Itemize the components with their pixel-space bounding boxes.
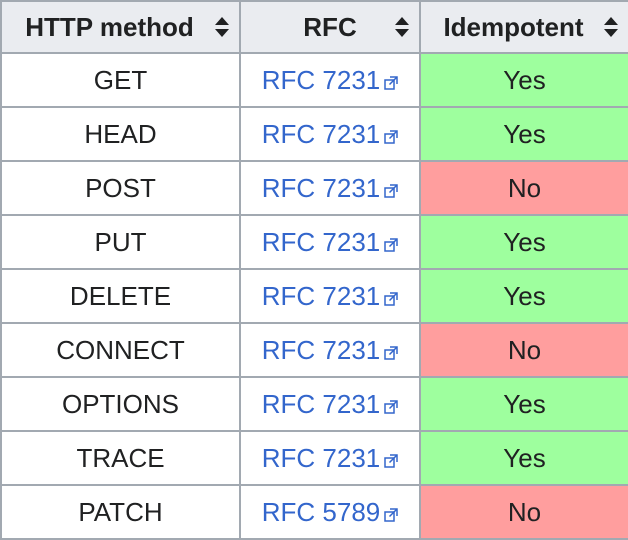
rfc-link-label: RFC 7231: [261, 118, 381, 149]
column-header-label: HTTP method: [25, 11, 194, 42]
rfc-cell: RFC 7231: [239, 106, 421, 162]
http-method-cell: HEAD: [0, 106, 241, 162]
http-method-cell: POST: [0, 160, 241, 216]
sort-icon[interactable]: [604, 17, 618, 37]
column-header-idempotent[interactable]: Idempotent: [419, 0, 628, 54]
external-link-icon: [384, 453, 398, 468]
rfc-cell: RFC 7231: [239, 376, 421, 432]
table-row: POST RFC 7231 No: [0, 160, 628, 216]
http-method-cell: TRACE: [0, 430, 241, 486]
external-link-icon: [384, 345, 398, 360]
rfc-link[interactable]: RFC 7231: [262, 443, 399, 473]
idempotent-cell: Yes: [419, 106, 628, 162]
table-row: OPTIONS RFC 7231 Yes: [0, 376, 628, 432]
idempotent-cell: Yes: [419, 430, 628, 486]
rfc-link-label: RFC 7231: [261, 334, 381, 365]
http-method-cell: CONNECT: [0, 322, 241, 378]
external-link-icon: [384, 399, 398, 414]
table-row: PUT RFC 7231 Yes: [0, 214, 628, 270]
idempotent-cell: Yes: [419, 52, 628, 108]
idempotent-cell: Yes: [419, 214, 628, 270]
rfc-link[interactable]: RFC 5789: [262, 497, 399, 527]
rfc-link-label: RFC 7231: [261, 388, 381, 419]
idempotent-cell: No: [419, 160, 628, 216]
rfc-link[interactable]: RFC 7231: [262, 335, 399, 365]
rfc-link[interactable]: RFC 7231: [262, 281, 399, 311]
idempotent-cell: No: [419, 322, 628, 378]
table-row: CONNECT RFC 7231 No: [0, 322, 628, 378]
table-row: TRACE RFC 7231 Yes: [0, 430, 628, 486]
external-link-icon: [384, 237, 398, 252]
external-link-icon: [384, 291, 398, 306]
rfc-link-label: RFC 7231: [261, 226, 381, 257]
column-header-http-method[interactable]: HTTP method: [0, 0, 241, 54]
idempotent-cell: Yes: [419, 268, 628, 324]
idempotent-cell: No: [419, 484, 628, 540]
column-header-label: RFC: [303, 11, 357, 42]
http-method-cell: PATCH: [0, 484, 241, 540]
http-method-cell: PUT: [0, 214, 241, 270]
rfc-link-label: RFC 5789: [261, 496, 381, 527]
sort-icon[interactable]: [395, 17, 409, 37]
rfc-link-label: RFC 7231: [261, 442, 381, 473]
rfc-link[interactable]: RFC 7231: [262, 65, 399, 95]
rfc-cell: RFC 7231: [239, 160, 421, 216]
rfc-cell: RFC 7231: [239, 268, 421, 324]
sort-icon[interactable]: [215, 17, 229, 37]
rfc-link[interactable]: RFC 7231: [262, 173, 399, 203]
table-row: PATCH RFC 5789 No: [0, 484, 628, 540]
rfc-link-label: RFC 7231: [261, 64, 381, 95]
external-link-icon: [384, 507, 398, 522]
external-link-icon: [384, 183, 398, 198]
rfc-link[interactable]: RFC 7231: [262, 227, 399, 257]
http-method-cell: GET: [0, 52, 241, 108]
rfc-link-label: RFC 7231: [261, 280, 381, 311]
rfc-cell: RFC 7231: [239, 52, 421, 108]
external-link-icon: [384, 129, 398, 144]
idempotent-cell: Yes: [419, 376, 628, 432]
http-method-cell: OPTIONS: [0, 376, 241, 432]
rfc-cell: RFC 7231: [239, 322, 421, 378]
table-row: DELETE RFC 7231 Yes: [0, 268, 628, 324]
column-header-label: Idempotent: [443, 11, 584, 42]
rfc-link[interactable]: RFC 7231: [262, 119, 399, 149]
column-header-rfc[interactable]: RFC: [239, 0, 421, 54]
rfc-link[interactable]: RFC 7231: [262, 389, 399, 419]
rfc-cell: RFC 7231: [239, 214, 421, 270]
table-row: GET RFC 7231 Yes: [0, 52, 628, 108]
table-row: HEAD RFC 7231 Yes: [0, 106, 628, 162]
rfc-cell: RFC 5789: [239, 484, 421, 540]
header-row: HTTP method RFC Idempotent: [0, 0, 628, 54]
http-method-cell: DELETE: [0, 268, 241, 324]
rfc-link-label: RFC 7231: [261, 172, 381, 203]
rfc-cell: RFC 7231: [239, 430, 421, 486]
external-link-icon: [384, 75, 398, 90]
